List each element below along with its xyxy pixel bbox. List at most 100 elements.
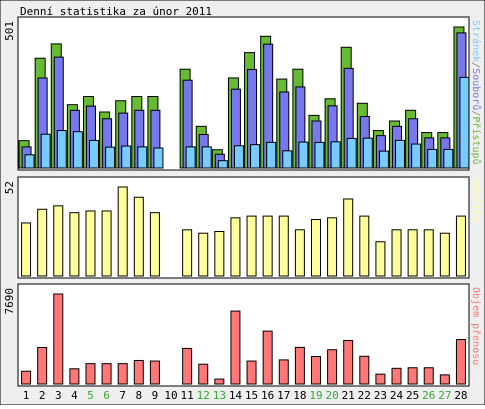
bar-visits: [439, 232, 450, 277]
bar-pages: [185, 146, 196, 169]
bar-pages: [330, 141, 341, 169]
x-tick-label: 2: [39, 389, 46, 402]
bar-pages: [459, 76, 470, 169]
bar-kbytes: [53, 293, 64, 385]
bar-kbytes: [423, 367, 434, 385]
bar-visits: [343, 198, 354, 277]
bar-kbytes: [359, 355, 370, 385]
bar-kbytes: [37, 346, 48, 385]
bar-visits: [182, 229, 193, 277]
x-axis-day-labels: 1 2 3 4 5 6 7 8 9 10 11 12 13 14 15 16 17 18 19 20 21 22 23 24 2…: [23, 389, 468, 402]
bar-visits: [37, 208, 48, 277]
x-tick-label: 5: [87, 389, 94, 402]
bar-pages: [72, 131, 83, 169]
x-tick-label: 25: [406, 389, 419, 402]
chart-title: Denní statistika za únor 2011: [20, 5, 212, 18]
x-tick-label: 13: [213, 389, 226, 402]
bar-pages: [266, 141, 277, 169]
bar-visits: [278, 215, 289, 277]
bar-pages: [201, 146, 212, 169]
x-tick-label: 17: [277, 389, 290, 402]
legend-part: /: [470, 62, 481, 68]
x-tick-label: 6: [103, 389, 110, 402]
x-tick-label: 21: [342, 389, 355, 402]
x-tick-label: 15: [245, 389, 258, 402]
bar-kbytes: [101, 363, 112, 385]
series-legend-label: Stránek/Souborů/Přístupů: [470, 20, 482, 165]
x-tick-label: 11: [181, 389, 194, 402]
bar-pages: [105, 146, 116, 169]
bar-visits: [375, 241, 386, 277]
bar-kbytes: [407, 367, 418, 385]
bar-visits: [294, 229, 305, 277]
bar-kbytes: [375, 373, 386, 385]
bar-kbytes: [327, 349, 338, 385]
bar-kbytes: [117, 363, 128, 385]
bar-kbytes: [343, 339, 354, 385]
bar-kbytes: [198, 363, 209, 385]
x-tick-label: 20: [325, 389, 338, 402]
legend-part: /: [470, 110, 481, 116]
bar-pages: [121, 145, 132, 169]
bar-visits: [246, 215, 257, 277]
chart-panels: 501 Stránek/Souborů/Přístupů 52 Návštěv 7690…: [3, 16, 482, 387]
bar-visits: [53, 205, 64, 277]
bar-pages: [250, 144, 261, 169]
bar-kbytes: [85, 363, 96, 385]
bar-kbytes: [278, 359, 289, 385]
bar-pages: [88, 139, 99, 169]
x-tick-label: 8: [135, 389, 142, 402]
x-tick-label: 27: [438, 389, 451, 402]
bar-pages: [314, 141, 325, 169]
bar-kbytes: [230, 310, 241, 385]
x-tick-label: 9: [152, 389, 159, 402]
legend-part: Přístupů: [470, 116, 482, 164]
bar-visits: [455, 215, 466, 277]
bar-pages: [298, 141, 309, 169]
y-max-label: 52: [3, 181, 16, 194]
x-tick-label: 14: [229, 389, 243, 402]
legend-part: Souborů: [470, 68, 482, 110]
bar-pages: [137, 146, 148, 169]
x-tick-label: 18: [293, 389, 306, 402]
x-tick-label: 1: [23, 389, 30, 402]
bar-visits: [327, 217, 338, 277]
legend-part: Stránek: [470, 20, 482, 62]
bar-kbytes: [262, 330, 273, 385]
bar-kbytes: [455, 339, 466, 385]
bar-kbytes: [439, 374, 450, 385]
bar-kbytes: [182, 347, 193, 385]
bar-pages: [395, 139, 406, 169]
chart-panel-bottom: 7690 Objem přenosu: [3, 283, 482, 387]
bar-pages: [24, 154, 35, 169]
bar-kbytes: [294, 346, 305, 385]
bar-pages: [378, 150, 389, 169]
bar-kbytes: [149, 360, 160, 385]
bar-pages: [282, 150, 293, 169]
x-tick-label: 12: [197, 389, 210, 402]
x-tick-label: 16: [261, 389, 274, 402]
x-tick-label: 23: [374, 389, 387, 402]
bar-visits: [310, 219, 321, 277]
bar-visits: [359, 215, 370, 277]
bar-visits: [423, 229, 434, 277]
bar-pages: [346, 137, 357, 169]
bar-pages: [40, 133, 51, 169]
bar-visits: [391, 229, 402, 277]
bar-visits: [407, 229, 418, 277]
bar-visits: [198, 232, 209, 277]
series-legend-label: Návštěv: [470, 180, 482, 222]
x-tick-label: 4: [71, 389, 78, 402]
bar-visits: [117, 186, 128, 277]
bar-kbytes: [214, 378, 225, 385]
bar-kbytes: [391, 367, 402, 385]
bar-visits: [262, 215, 273, 277]
x-tick-label: 19: [309, 389, 322, 402]
bar-pages: [233, 145, 244, 169]
bar-pages: [411, 143, 422, 169]
chart-panel-top: 501 Stránek/Souborů/Přístupů: [3, 16, 482, 171]
x-tick-label: 26: [422, 389, 435, 402]
bar-kbytes: [69, 368, 80, 385]
